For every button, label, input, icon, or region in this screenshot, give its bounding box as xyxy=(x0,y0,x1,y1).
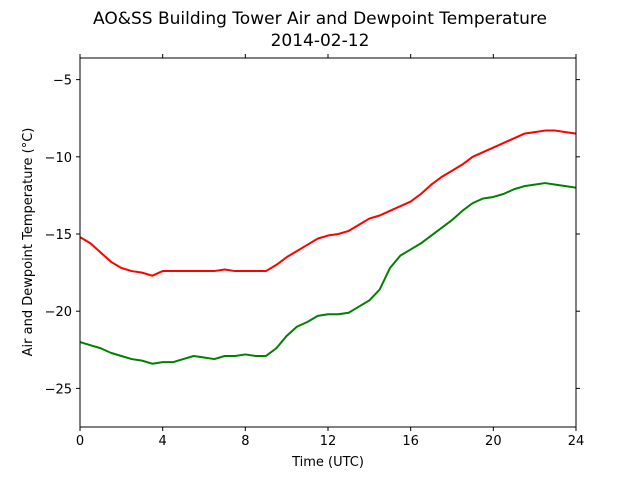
chart-subtitle: 2014-02-12 xyxy=(271,31,370,51)
y-tick-label: −5 xyxy=(53,74,72,89)
series-layer xyxy=(79,129,577,365)
x-tick-label: 20 xyxy=(485,434,502,449)
x-tick-label: 12 xyxy=(320,434,337,449)
x-tick-label: 4 xyxy=(159,434,167,449)
y-axis-label: Air and Dewpoint Temperature (°C) xyxy=(21,128,36,357)
x-tick-label: 24 xyxy=(568,434,585,449)
y-tick-label: −10 xyxy=(45,151,72,166)
x-tick-label: 8 xyxy=(241,434,249,449)
x-tick-label: 16 xyxy=(402,434,419,449)
y-tick-label: −20 xyxy=(45,305,72,320)
series-line-1 xyxy=(79,182,577,365)
x-tick-label: 0 xyxy=(76,434,84,449)
plot-frame xyxy=(79,57,577,428)
ticks-layer: 0 4 8 12 16 20 24 −25 −20 −15 −10 −5 xyxy=(45,54,585,449)
y-tick-label: −15 xyxy=(45,228,72,243)
series-line-0 xyxy=(79,129,577,277)
y-tick-label: −25 xyxy=(45,382,72,397)
chart-title: AO&SS Building Tower Air and Dewpoint Te… xyxy=(93,9,547,29)
x-axis-label: Time (UTC) xyxy=(291,455,364,470)
